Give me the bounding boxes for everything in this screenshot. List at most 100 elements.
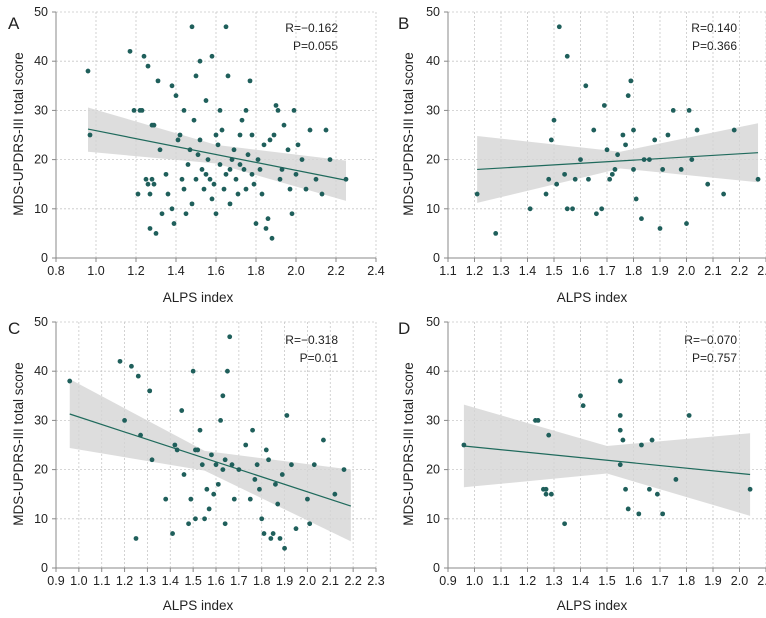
x-tick-label: 1.7: [651, 574, 668, 588]
data-point: [219, 127, 225, 133]
data-point: [257, 486, 262, 492]
stat-p: P=0.366: [692, 39, 737, 53]
plot-area: 0.9 1.0 1.1 1.2 1.3 1.4 1.5 1.6 1.7 1.8 1.9 2.0 2.1 2…: [34, 315, 385, 588]
y-tick-label: 40: [426, 364, 440, 378]
y-tick-label: 30: [34, 413, 48, 427]
data-point: [257, 167, 263, 172]
data-point: [623, 142, 628, 148]
data-point: [67, 378, 73, 384]
data-point: [233, 176, 239, 182]
data-point: [307, 127, 313, 133]
data-point: [138, 432, 143, 438]
data-point: [169, 83, 175, 89]
data-point: [273, 103, 279, 108]
x-tick-label: 1.5: [545, 264, 562, 278]
data-point: [181, 186, 187, 192]
data-point: [279, 472, 285, 477]
x-tick-label: 1.4: [519, 264, 536, 278]
y-tick-label: 50: [34, 315, 48, 329]
data-point: [197, 137, 203, 143]
x-tick-label: 1.2: [519, 574, 536, 588]
x-tick-label: 2.4: [367, 264, 384, 278]
data-point: [604, 147, 610, 153]
data-point: [548, 137, 554, 143]
data-point: [185, 162, 191, 167]
data-point: [639, 442, 644, 448]
data-point: [601, 103, 607, 108]
data-point: [474, 191, 480, 197]
data-point: [191, 117, 197, 123]
x-tick-label: 1.4: [167, 264, 184, 278]
stat-r: R=0.140: [691, 21, 737, 35]
data-point: [639, 216, 644, 222]
data-point: [293, 526, 299, 532]
x-tick-label: 1.0: [466, 574, 483, 588]
data-point: [607, 176, 613, 182]
data-point: [211, 491, 217, 497]
data-point: [617, 413, 623, 418]
data-point: [211, 181, 217, 187]
x-tick-label: 2.1: [322, 574, 339, 588]
data-point: [625, 93, 631, 99]
data-point: [173, 93, 179, 99]
data-point: [195, 152, 201, 158]
y-tick-label: 0: [433, 561, 440, 575]
panel-letter: D: [398, 319, 410, 338]
data-point: [213, 462, 219, 468]
x-tick-label: 1.0: [70, 574, 87, 588]
data-point: [222, 521, 228, 527]
data-point: [135, 191, 141, 197]
data-point: [245, 152, 251, 158]
x-tick-label: 1.0: [87, 264, 104, 278]
data-point: [299, 157, 305, 163]
x-tick-label: 1.6: [207, 574, 224, 588]
y-tick-label: 10: [34, 202, 48, 216]
data-point: [225, 73, 231, 79]
data-point: [193, 516, 198, 522]
data-point: [227, 334, 233, 340]
data-point: [177, 132, 183, 138]
x-tick-label: 2.0: [678, 264, 695, 278]
panel-letter: C: [8, 319, 20, 338]
data-point: [631, 127, 636, 133]
y-axis-label: MDS-UPDRS-III total score: [11, 362, 26, 526]
data-point: [145, 63, 151, 69]
data-point: [209, 196, 215, 202]
data-point: [282, 545, 287, 551]
data-point: [562, 521, 567, 527]
data-point: [247, 496, 253, 502]
x-tick-label: 1.6: [572, 264, 589, 278]
data-point: [327, 157, 333, 163]
data-point: [617, 462, 623, 468]
data-point: [319, 191, 325, 197]
data-point: [203, 98, 209, 103]
data-point: [235, 191, 241, 197]
data-point: [175, 137, 181, 143]
data-point: [747, 486, 753, 492]
data-point: [133, 536, 139, 541]
data-point: [247, 78, 253, 84]
data-point: [266, 457, 271, 463]
data-point: [199, 462, 205, 468]
data-point: [660, 167, 666, 172]
y-tick-label: 20: [426, 153, 440, 167]
data-point: [591, 127, 597, 133]
data-point: [647, 486, 652, 492]
data-point: [631, 167, 636, 172]
data-point: [155, 78, 161, 84]
y-axis-label: MDS-UPDRS-III total score: [401, 52, 416, 216]
y-tick-label: 10: [426, 202, 440, 216]
data-point: [332, 491, 338, 497]
data-point: [289, 462, 294, 468]
y-tick-label: 40: [34, 364, 48, 378]
data-point: [583, 83, 589, 89]
data-point: [223, 171, 229, 177]
x-tick-label: 1.1: [439, 264, 456, 278]
data-point: [117, 358, 123, 364]
data-point: [231, 147, 237, 153]
data-point: [493, 231, 499, 236]
x-tick-label: 1.2: [116, 574, 133, 588]
data-point: [255, 157, 261, 163]
data-point: [546, 432, 552, 438]
data-point: [149, 457, 155, 463]
